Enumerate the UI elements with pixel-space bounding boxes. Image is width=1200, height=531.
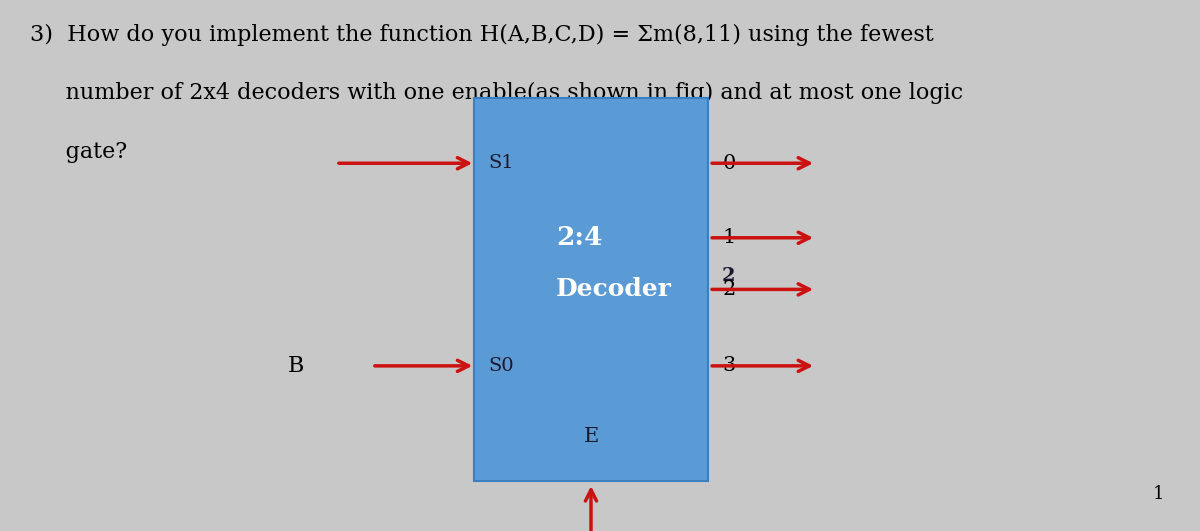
Text: 1: 1 <box>722 228 736 247</box>
Text: 1: 1 <box>1152 485 1164 503</box>
Text: 0: 0 <box>722 154 736 173</box>
Text: number of 2x4 decoders with one enable(as shown in fig) and at most one logic: number of 2x4 decoders with one enable(a… <box>30 82 964 105</box>
Text: 2:4: 2:4 <box>556 225 602 250</box>
Text: E: E <box>583 427 599 446</box>
Text: 3: 3 <box>722 356 736 375</box>
Text: 3)  How do you implement the function H(A,B,C,D) = Σm(8,11) using the fewest: 3) How do you implement the function H(A… <box>30 24 934 46</box>
Text: 2: 2 <box>722 280 736 299</box>
Bar <box>474 98 708 481</box>
Text: S0: S0 <box>488 357 514 375</box>
Text: S1: S1 <box>488 154 514 172</box>
Text: B: B <box>288 355 305 377</box>
Text: gate?: gate? <box>30 141 127 162</box>
Text: Decoder: Decoder <box>556 277 672 302</box>
Text: 2: 2 <box>721 267 736 285</box>
